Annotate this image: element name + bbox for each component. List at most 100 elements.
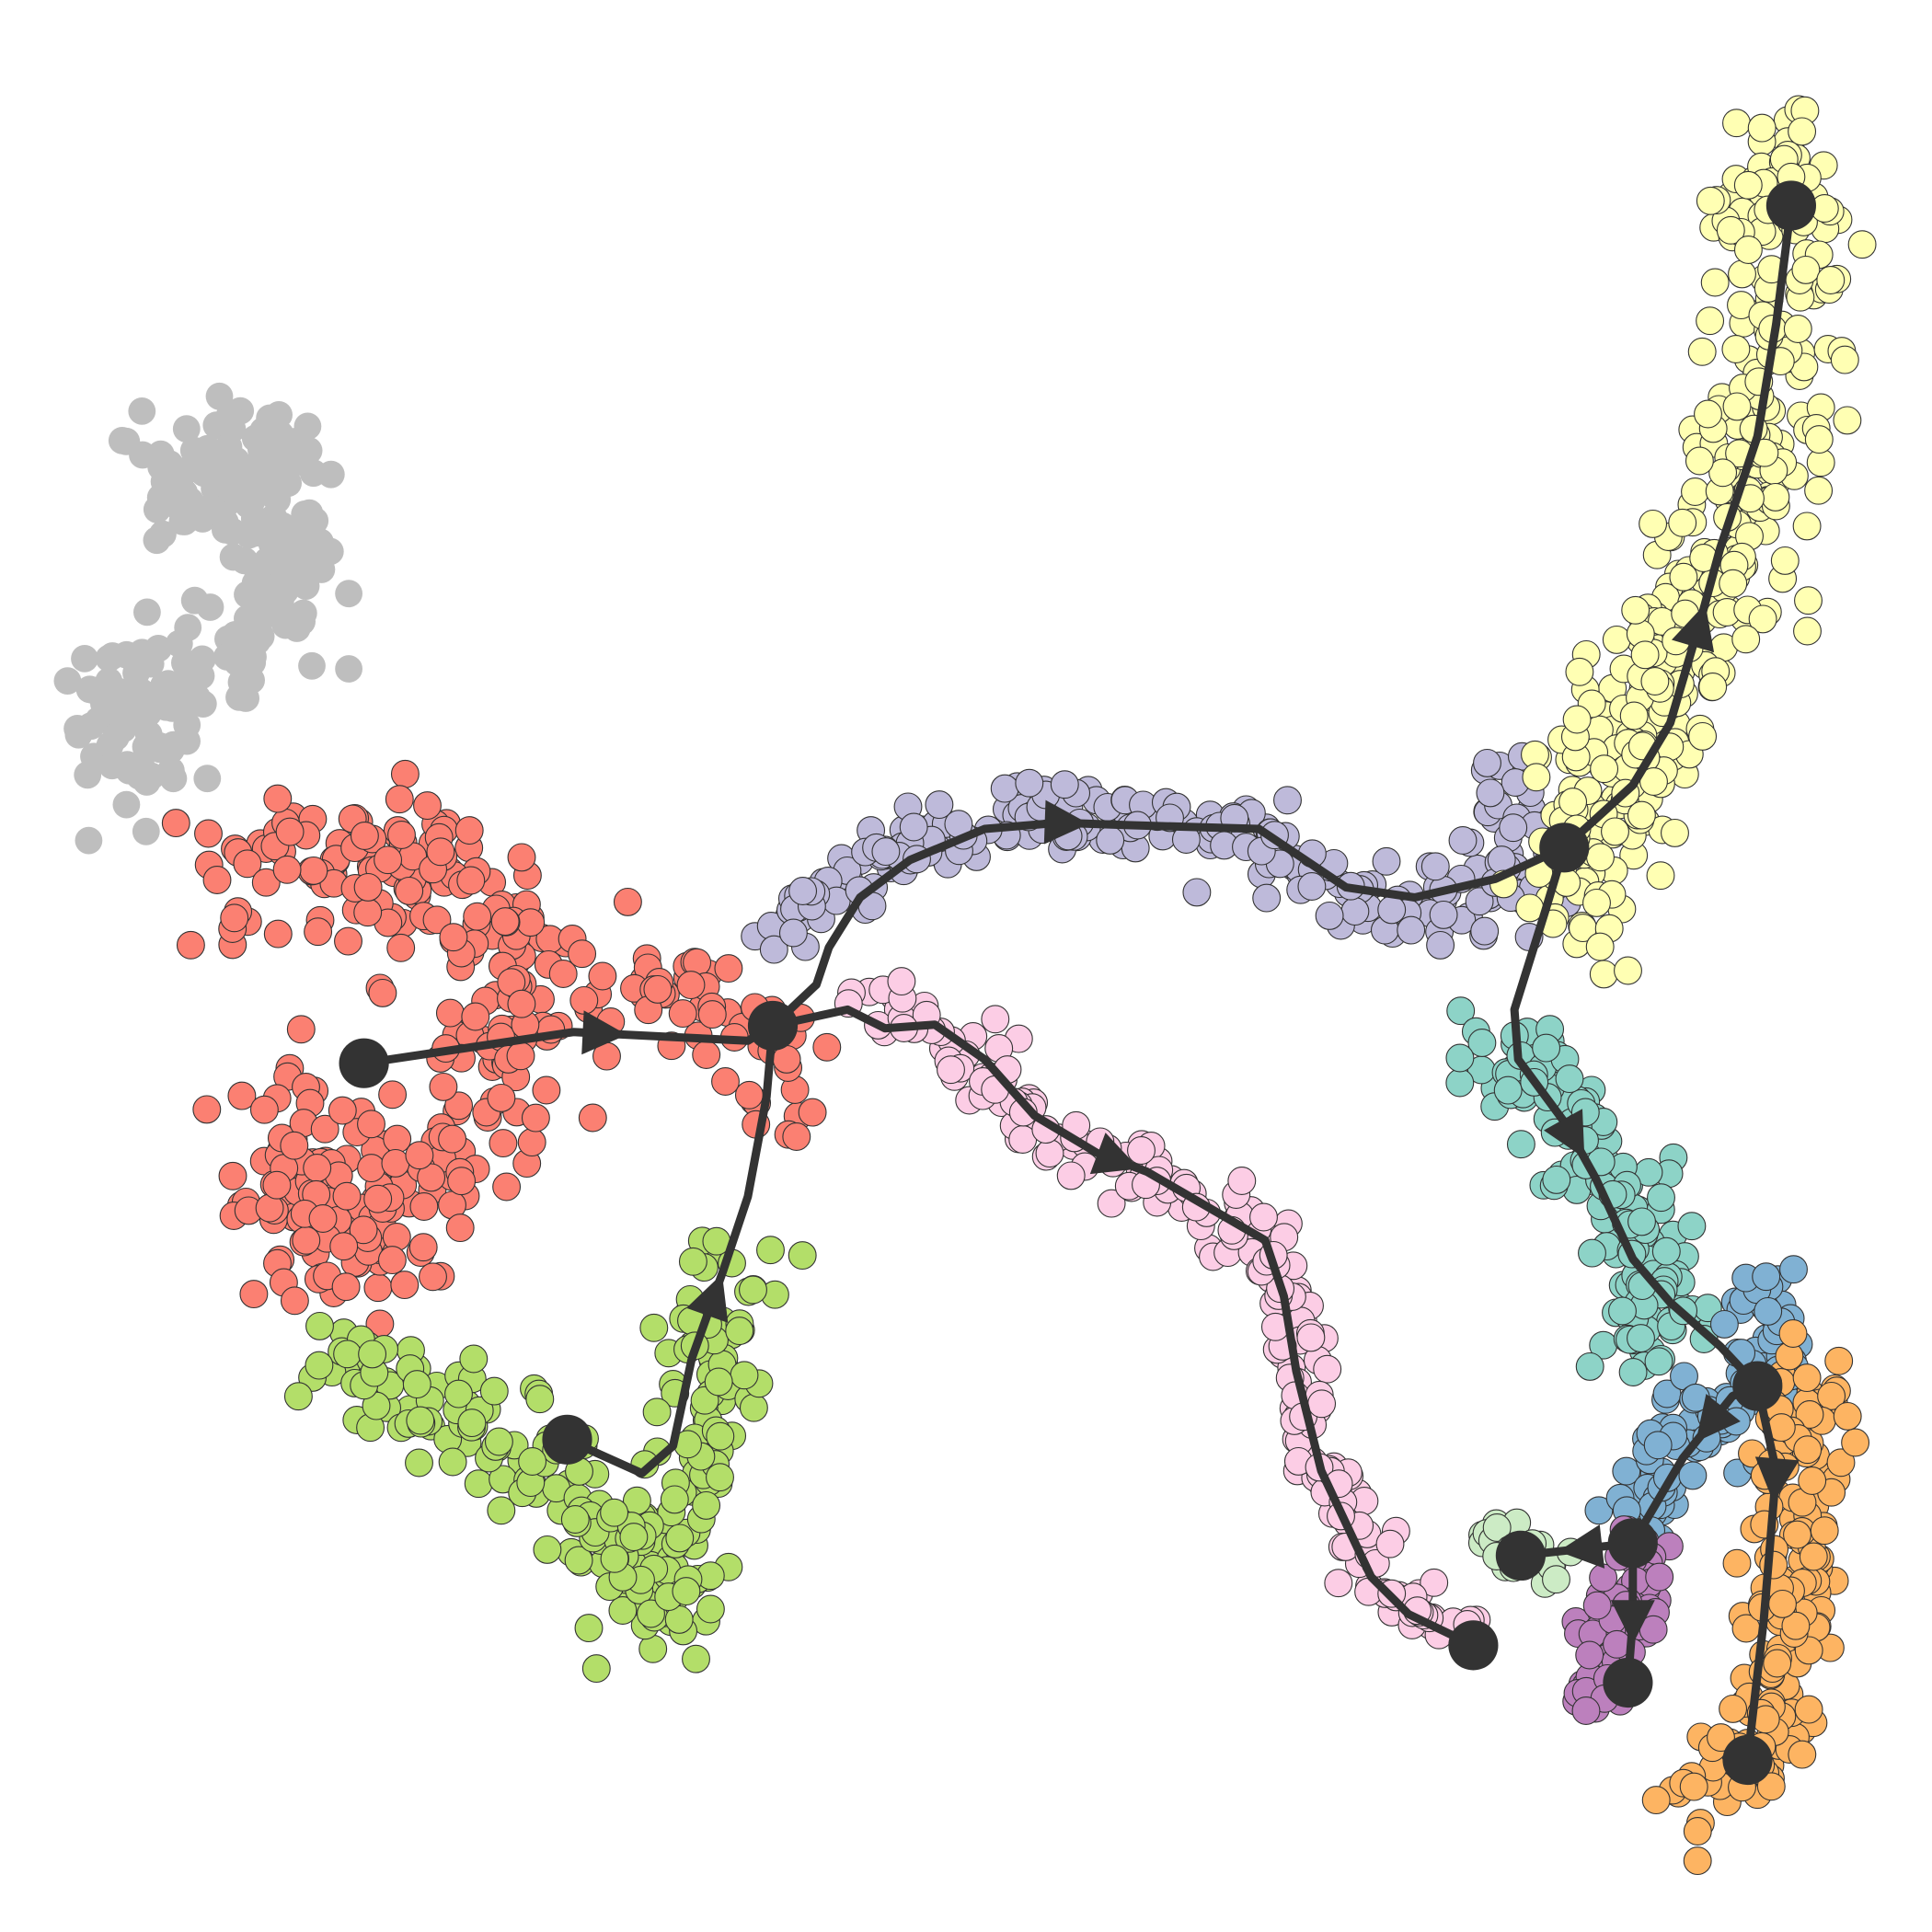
cell-point [1565,657,1594,686]
cell-point [377,1246,407,1275]
cell-point [1668,508,1697,537]
cell-point [374,845,403,875]
cell-point [1788,117,1817,146]
cell-point [1788,1740,1817,1769]
trajectory-arrow [1544,1109,1585,1158]
cell-point [782,1122,811,1151]
cell-point [299,856,328,885]
cell-point [1340,897,1370,926]
cell-point [1627,1324,1655,1353]
cell-point [349,1215,378,1245]
cell-point [1783,315,1812,343]
cell-point [692,1490,721,1520]
cell-point [74,761,102,789]
cell-point [275,817,305,846]
cell-point [1678,1461,1708,1490]
cell-point [714,954,743,983]
cell-point [1824,1346,1854,1375]
cell-point [1372,846,1401,876]
cell-point [1661,818,1689,847]
cell-point [1621,595,1650,625]
cell-point [1375,1529,1405,1558]
cell-point [739,1275,767,1305]
cell-points-layer [53,95,1877,1876]
cell-point [308,1204,338,1233]
cell-point [237,666,265,695]
cell-point [1571,1696,1601,1725]
cell-point [292,1225,321,1255]
cell-point [208,501,236,530]
cell-point [1683,1846,1712,1876]
trajectory-arrows-layer [581,604,1800,1645]
cell-point [457,1409,487,1438]
cell-point [730,1361,759,1390]
cell-point [454,816,484,845]
cell-point [183,684,212,712]
cell-point [331,1272,361,1302]
cell-point [332,1181,362,1211]
cell-point [1589,960,1618,989]
cell-point [304,917,333,947]
cell-point [506,1041,535,1071]
cell-point [479,1376,509,1406]
cell-point [600,1544,629,1573]
cell-point [1575,1351,1604,1381]
cell-point [1644,1347,1673,1376]
cell-point [334,926,362,956]
trajectory-nodes-layer [339,180,1816,1786]
cell-point [692,1041,721,1069]
cell-point [390,1271,420,1300]
cell-point [507,989,536,1018]
cell-point [64,720,93,749]
cell-point [1719,569,1748,598]
trajectory-arrow [1043,799,1089,845]
cell-point [1467,1029,1497,1057]
cell-point [1584,1496,1614,1525]
cell-point [1778,1319,1808,1348]
cell-point [1698,673,1728,701]
cell-point [1542,1165,1571,1194]
cell-point [193,765,222,793]
cell-point [202,866,232,894]
cell-point [1707,1723,1735,1753]
cell-point [256,468,284,497]
cell-point [1627,800,1656,830]
cell-point [619,1523,649,1552]
cell-point [581,1654,611,1684]
cell-point [1582,888,1611,917]
cell-point [179,436,208,465]
cell-point [517,1128,546,1157]
cell-point [173,727,201,755]
cell-point [1127,1136,1156,1165]
cell-point [149,520,177,548]
cell-point [1445,1068,1475,1098]
cell-point [272,443,301,470]
trajectory-node [1732,1361,1783,1411]
cell-point [1601,817,1629,846]
cell-point [484,1427,513,1456]
cell-point [262,1170,292,1200]
cell-point [128,397,156,425]
cell-point [1377,895,1407,925]
cell-point [487,1496,516,1525]
cell-point [643,974,673,1004]
cell-point [1792,1363,1822,1393]
cell-point [1646,861,1675,891]
trajectory-node [1539,822,1590,873]
cell-point [487,1083,516,1112]
cell-point [112,790,141,819]
cell-point [1756,1772,1786,1801]
cell-point [1582,1591,1612,1620]
cell-point [1249,1202,1278,1232]
trajectory-line [768,1005,1478,1650]
cell-point [1733,236,1763,264]
cell-point [507,843,536,872]
cell-point [328,1096,357,1125]
cell-point [1590,754,1619,784]
cell-point [1575,1640,1604,1670]
cell-point [1700,268,1730,297]
cell-point [1578,1238,1606,1268]
cell-point [1445,1043,1475,1073]
cell-point [409,1192,439,1221]
